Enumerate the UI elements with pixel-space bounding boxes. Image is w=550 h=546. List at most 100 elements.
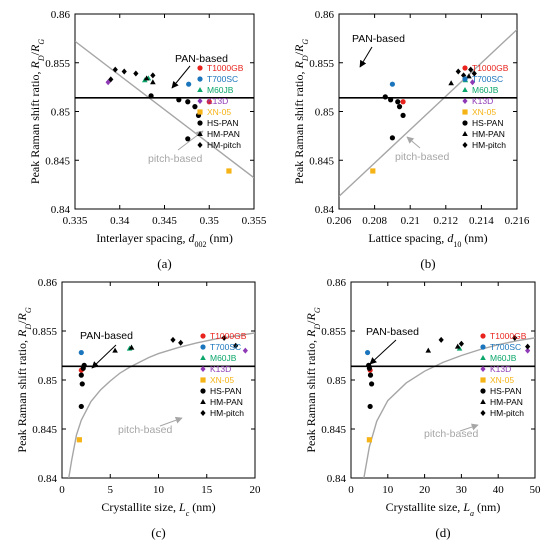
- legend-label: HM-PAN: [207, 129, 240, 139]
- legend-marker-m60jb: [480, 355, 486, 360]
- x-tick-label: 0.212: [433, 215, 458, 227]
- pitch-based-arrow: [159, 416, 183, 427]
- pan-based-arrow: [91, 344, 117, 369]
- data-point-hs-pan: [185, 136, 191, 142]
- panel-label: (c): [151, 525, 165, 540]
- data-point-hm-pan: [448, 80, 454, 86]
- pan-based-label: PAN-based: [352, 33, 405, 45]
- legend-label: HM-PAN: [210, 397, 243, 407]
- data-point-xn-05: [76, 437, 82, 443]
- legend-label: HM-PAN: [472, 129, 505, 139]
- data-point-k13d: [242, 347, 248, 354]
- legend-label: T700SC: [207, 74, 238, 84]
- legend-marker-hs-pan: [197, 120, 203, 126]
- x-tick-label: 50: [530, 484, 542, 496]
- pitch-trend-line: [68, 332, 255, 478]
- legend-marker-t700sc: [200, 344, 206, 350]
- legend-label: XN-05: [207, 107, 231, 117]
- legend-marker-hm-pitch: [462, 142, 468, 148]
- data-point-hm-pitch: [150, 72, 156, 79]
- data-point-t1000gb: [206, 99, 212, 105]
- data-point-hm-pitch: [525, 343, 531, 350]
- data-point-hm-pitch: [233, 342, 239, 349]
- pan-based-arrow: [359, 46, 373, 68]
- y-tick-label: 0.845: [32, 424, 57, 436]
- legend-label: T700SC: [472, 74, 503, 84]
- legend: T1000GBT700SCM60JBK13DXN-05HS-PANHM-PANH…: [480, 331, 527, 418]
- y-axis-label: Peak Raman shift ratio, RD/RG: [304, 307, 322, 452]
- legend-marker-t1000gb: [462, 65, 468, 71]
- x-tick-label: 0.208: [362, 215, 387, 227]
- x-tick-label: 0.214: [469, 215, 494, 227]
- x-axis-label: Interlayer spacing, d002 (nm): [96, 231, 233, 249]
- x-tick-label: 10: [382, 484, 394, 496]
- y-tick-label: 0.845: [45, 155, 70, 167]
- data-point-hm-pitch: [461, 72, 467, 79]
- legend-marker-k13d: [200, 366, 206, 372]
- legend-label: M60JB: [210, 353, 237, 363]
- y-tick-label: 0.86: [38, 277, 58, 289]
- panel-label: (b): [420, 256, 435, 271]
- y-tick-label: 0.86: [327, 277, 347, 289]
- legend-marker-t700sc: [462, 76, 468, 82]
- legend-marker-hm-pan: [197, 131, 203, 136]
- data-point-t700sc: [389, 81, 395, 87]
- legend-marker-m60jb: [197, 87, 203, 92]
- data-point-hs-pan: [369, 381, 375, 387]
- y-tick-label: 0.86: [51, 9, 71, 21]
- y-axis-label: Peak Raman shift ratio, RD/RG: [292, 39, 310, 184]
- y-axis-label: Peak Raman shift ratio, RD/RG: [28, 39, 46, 184]
- pitch-based-label: pitch-based: [424, 428, 478, 440]
- x-tick-label: 20: [250, 484, 262, 496]
- data-point-hm-pitch: [178, 339, 184, 346]
- x-tick-label: 0.35: [200, 215, 220, 227]
- data-point-k13d: [105, 79, 111, 86]
- legend-label: HS-PAN: [210, 386, 242, 396]
- pitch-based-arrow: [406, 136, 421, 149]
- y-tick-label: 0.845: [309, 155, 334, 167]
- data-point-t700sc: [364, 349, 371, 356]
- data-point-t1000gb: [400, 99, 406, 105]
- x-tick-label: 0.206: [327, 215, 352, 227]
- legend-label: HS-PAN: [207, 118, 239, 128]
- pan-based-arrow: [369, 339, 397, 365]
- legend-marker-xn-05: [197, 109, 203, 115]
- data-point-hm-pan: [454, 343, 461, 349]
- legend-marker-m60jb: [200, 355, 206, 360]
- pitch-trend-line: [75, 40, 254, 179]
- legend-label: XN-05: [210, 375, 234, 385]
- legend-label: M60JB: [472, 85, 499, 95]
- data-point-hm-pan: [128, 344, 135, 350]
- legend-label: XN-05: [490, 375, 514, 385]
- legend: T1000GBT700SCM60JBK13DXN-05HS-PANHM-PANH…: [200, 331, 247, 418]
- legend-marker-xn-05: [200, 377, 206, 383]
- legend-marker-t700sc: [197, 76, 203, 82]
- x-tick-label: 20: [419, 484, 431, 496]
- x-tick-label: 30: [456, 484, 468, 496]
- x-tick-label: 40: [493, 484, 505, 496]
- legend-label: T700SC: [210, 342, 241, 352]
- x-tick-label: 15: [201, 484, 213, 496]
- data-point-hm-pitch: [458, 340, 464, 347]
- pan-based-arrow: [171, 65, 191, 89]
- pan-based-label: PAN-based: [80, 330, 133, 342]
- data-point-xn-05: [226, 168, 232, 174]
- pan-based-label: PAN-based: [366, 326, 419, 338]
- chart-panel-a: 0.335 0.34 0.345 0.35 0.355 0.84 0.845 0.85 0.85…: [28, 9, 267, 271]
- legend-label: HS-PAN: [490, 386, 522, 396]
- legend-label: K13D: [472, 96, 493, 106]
- data-point-t700sc: [186, 81, 192, 87]
- data-point-hs-pan: [176, 97, 182, 103]
- y-axis-label: Peak Raman shift ratio, RD/RG: [15, 307, 33, 452]
- legend-marker-hs-pan: [462, 120, 468, 126]
- y-tick-label: 0.85: [327, 375, 347, 387]
- data-point-xn-05: [370, 168, 376, 174]
- data-point-hs-pan: [400, 112, 406, 118]
- legend-label: M60JB: [207, 85, 234, 95]
- x-axis-label: Lattice spacing, d10 (nm): [368, 231, 487, 249]
- pan-based-label: PAN-based: [175, 53, 228, 65]
- legend-label: T700SC: [490, 342, 521, 352]
- y-tick-label: 0.85: [315, 107, 335, 119]
- y-tick-label: 0.84: [327, 473, 347, 485]
